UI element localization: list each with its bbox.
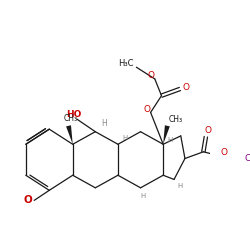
Text: O: O <box>144 104 151 114</box>
Text: H: H <box>140 193 146 199</box>
Polygon shape <box>163 125 170 144</box>
Text: CH₃: CH₃ <box>169 115 183 124</box>
Text: HO: HO <box>66 110 81 118</box>
Text: O: O <box>147 71 154 80</box>
Text: H: H <box>101 119 106 128</box>
Text: Cl: Cl <box>244 154 250 163</box>
Text: H: H <box>177 183 182 189</box>
Text: H: H <box>122 134 127 140</box>
Polygon shape <box>66 125 73 144</box>
Text: O: O <box>204 126 211 135</box>
Text: O: O <box>182 83 189 92</box>
Text: O: O <box>23 196 32 205</box>
Text: H: H <box>167 137 172 143</box>
Text: H₃C: H₃C <box>118 59 134 68</box>
Text: O: O <box>221 148 228 157</box>
Text: CH₃: CH₃ <box>63 114 77 123</box>
